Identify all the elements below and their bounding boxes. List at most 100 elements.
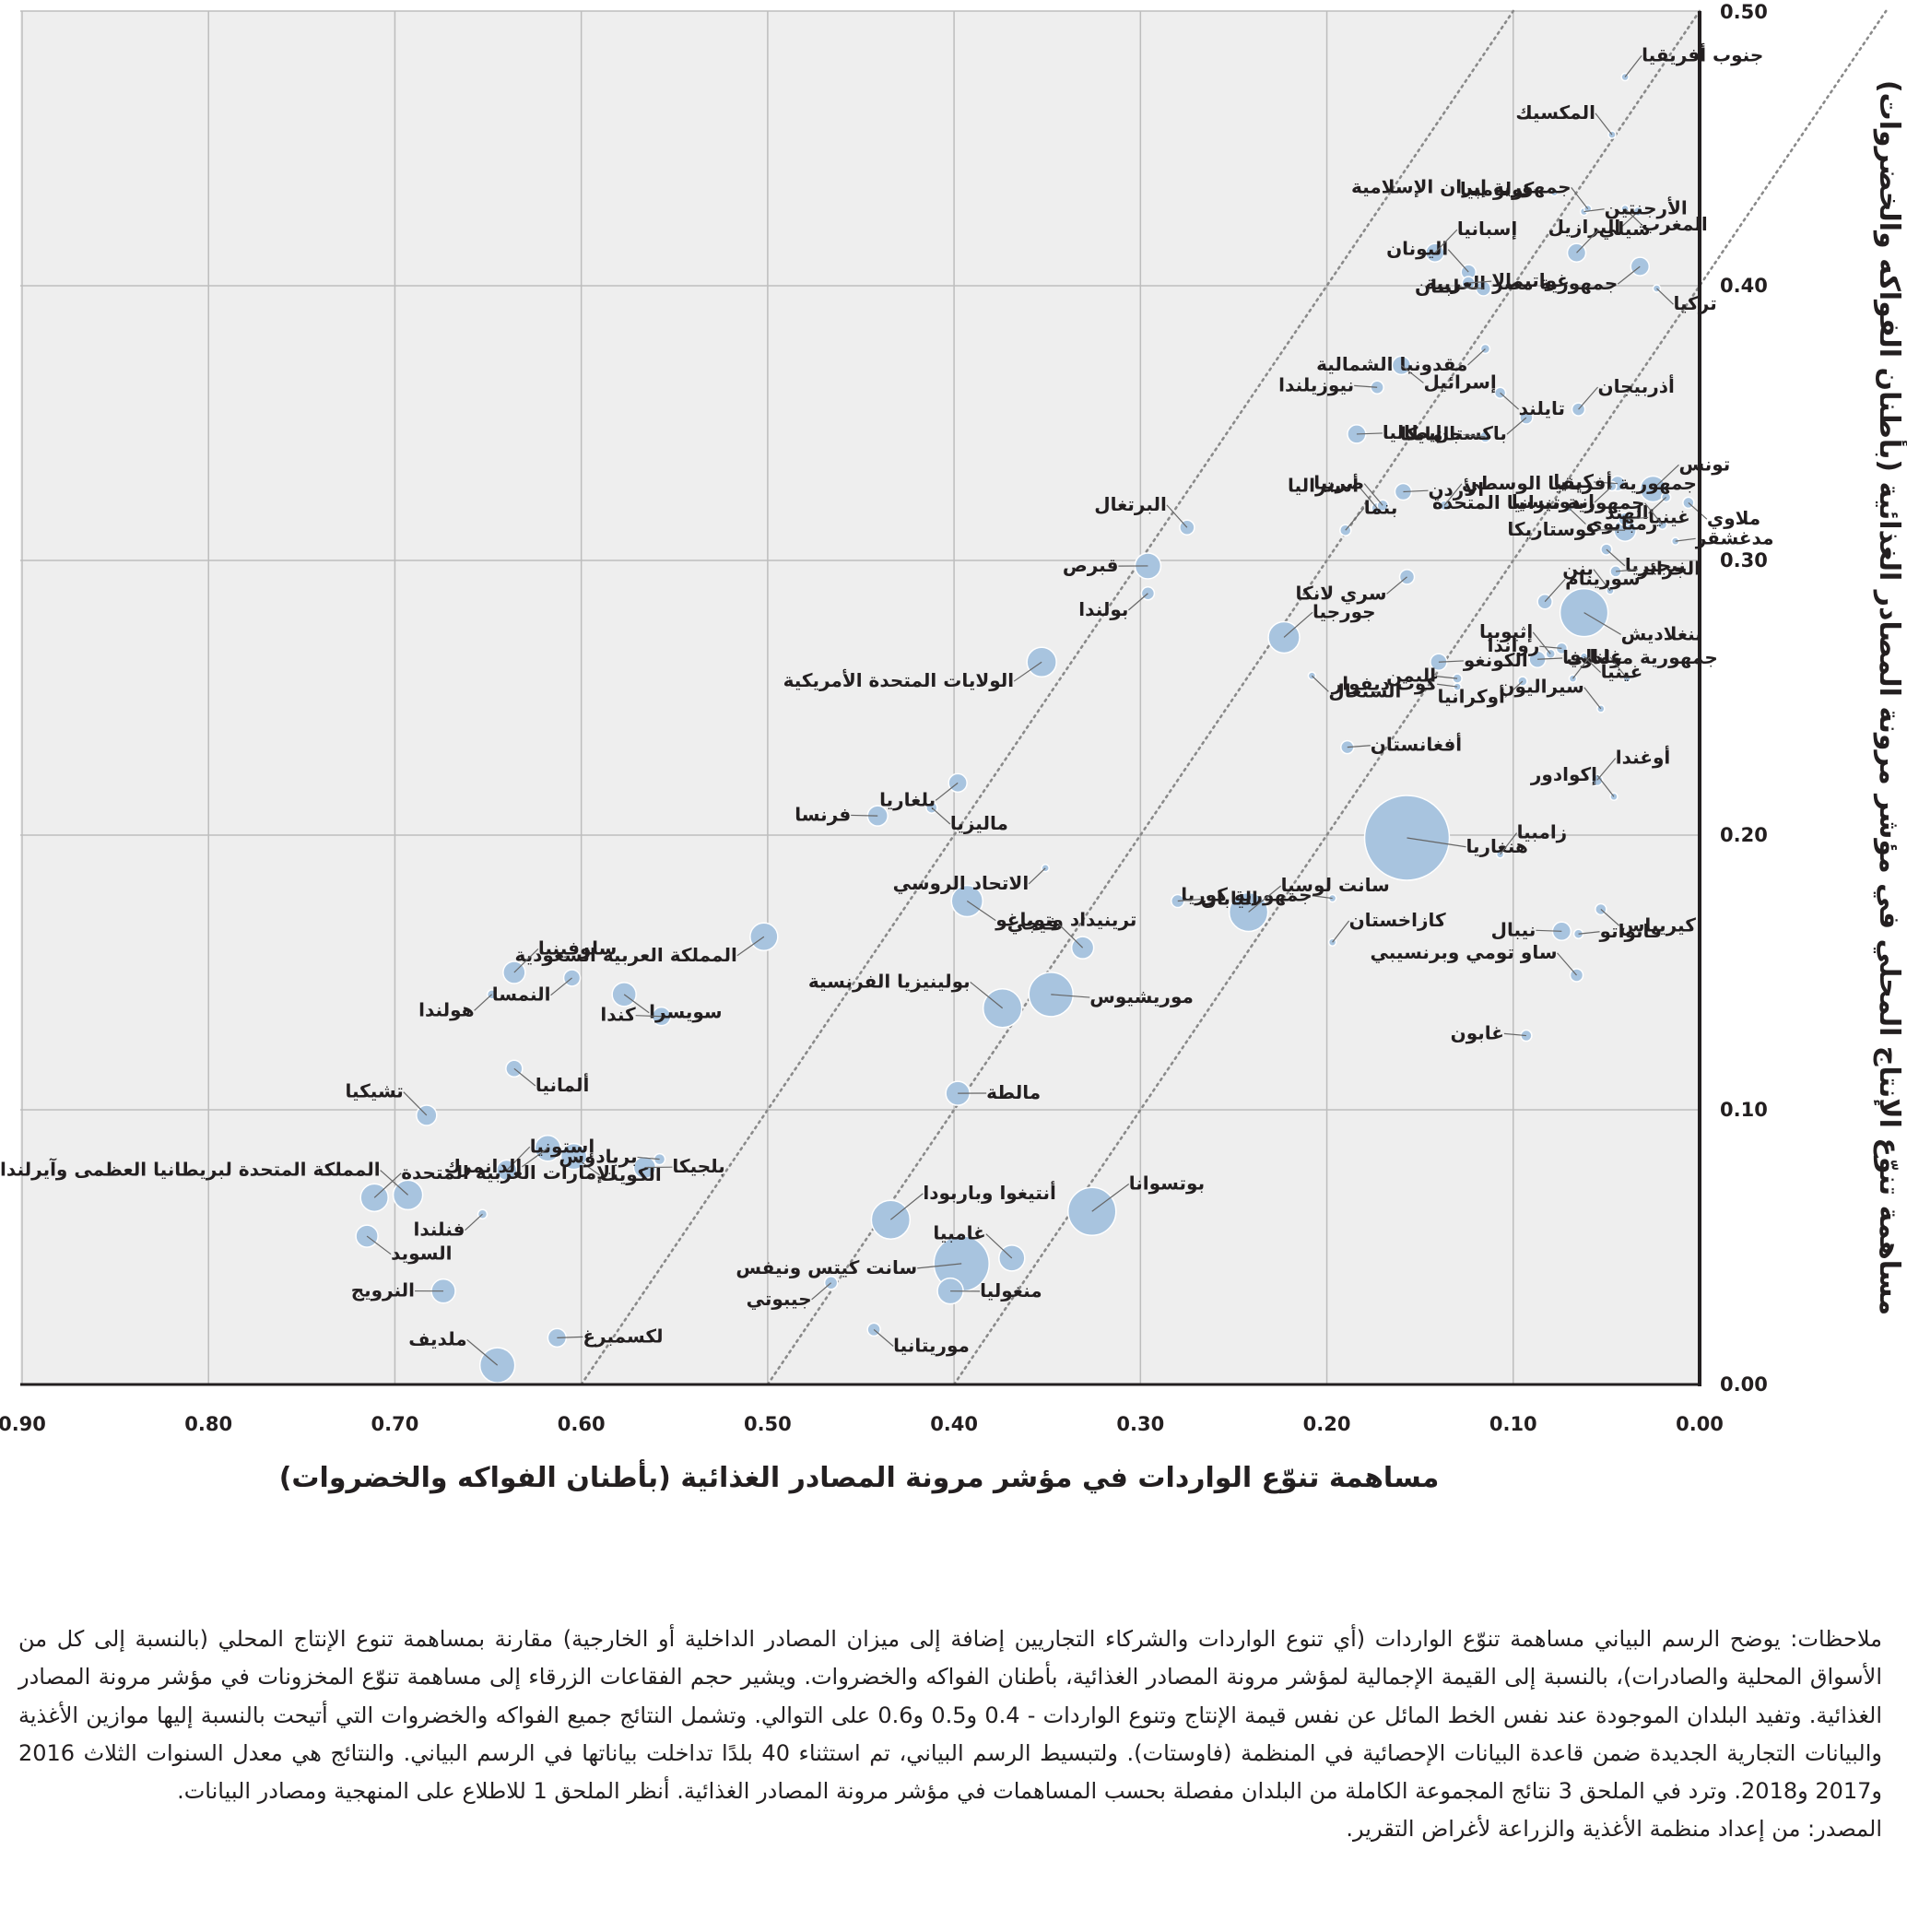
x-tick-label: 0.80 (184, 1413, 232, 1435)
country-label: الأردن (1428, 477, 1484, 501)
country-label: الأرجنتين (1605, 196, 1688, 219)
country-label: ملديف (408, 1327, 466, 1349)
country-label: موريتانيا (893, 1335, 970, 1357)
country-label: جمهورية مصر العربية (1425, 272, 1618, 294)
country-label: سلوفينيا (538, 937, 617, 959)
leader-line (1600, 909, 1620, 926)
leader-line (1354, 384, 1378, 388)
leader-line (1594, 486, 1613, 503)
country-label: كوستاريكا (1507, 518, 1597, 540)
leader-line (1569, 507, 1586, 525)
country-label: جمهورية إيران الإسلامية (1351, 175, 1572, 197)
country-label: البرازيل (1548, 216, 1621, 238)
country-label: إكوادور (1530, 763, 1597, 785)
country-label: بربادوس (559, 1145, 637, 1167)
country-label: الكويت (600, 1163, 662, 1185)
country-label: لبنان (1415, 275, 1459, 297)
leader-line (1283, 611, 1313, 638)
leader-line (985, 1233, 1013, 1259)
leader-line (1624, 54, 1642, 77)
reference-line (766, 9, 1701, 1386)
leader-line (1609, 656, 1628, 679)
country-label: غواتيمالا (1491, 269, 1570, 291)
leader-line (1578, 931, 1600, 935)
country-label: باكستان (1433, 422, 1507, 444)
leader-line (935, 782, 959, 801)
leader-line (1467, 348, 1486, 366)
leader-line (736, 936, 765, 957)
country-label: سورينام (1565, 567, 1641, 589)
leader-line (1536, 929, 1562, 932)
country-label: الولايات المتحدة الأمريكية (783, 668, 1015, 691)
country-label: جمهورية أفريقيا الوسطى (1462, 470, 1697, 494)
country-label: جمهورية كوريا (1181, 884, 1312, 906)
country-label: السنغال (1328, 679, 1401, 701)
leader-line (1311, 675, 1329, 692)
x-tick-label: 0.40 (930, 1413, 978, 1435)
leader-line (1583, 687, 1602, 710)
leader-line (966, 901, 996, 922)
country-label: نيجيريا (1625, 554, 1686, 576)
leader-line (513, 1067, 536, 1087)
y-tick-label: 0.40 (1720, 275, 1768, 297)
leader-line (851, 814, 878, 817)
leader-line (1583, 612, 1621, 635)
country-label: كازاخستان (1349, 909, 1446, 931)
country-label: تايلند (1519, 397, 1565, 419)
leader-line (1593, 569, 1611, 592)
leader-line (1051, 994, 1090, 998)
leader-line (1534, 189, 1555, 194)
country-label: قبرص (1063, 554, 1119, 576)
x-axis-title: مساهمة تنوّع الواردات في مؤشر مرونة المص… (279, 1459, 1440, 1494)
country-label: بلغاريا (879, 788, 936, 810)
leader-line (1571, 186, 1589, 209)
country-label: الاتحاد الروسي (893, 872, 1030, 895)
leader-line (1356, 432, 1383, 435)
leader-line (380, 1170, 408, 1196)
leader-line (1312, 895, 1333, 900)
leader-line (1504, 680, 1524, 699)
leader-line (1503, 1032, 1526, 1037)
y-tick-labels: 0.00 0.10 0.20 0.30 0.40 0.50 (1720, 1, 1768, 1396)
x-tick-label: 0.20 (1303, 1413, 1351, 1435)
y-tick-label: 0.20 (1720, 824, 1768, 846)
country-label: ماليزيا (950, 812, 1008, 834)
country-labels: المكسيك جنوب أفريقيا البرازيل المغرب كولومبي… (0, 41, 1774, 1366)
country-label: أوغندا (1616, 745, 1671, 769)
country-label: أذربيجان (1598, 373, 1675, 397)
country-label: غامبيا (933, 1222, 985, 1244)
y-tick-label: 0.30 (1720, 549, 1768, 571)
country-label: زمبابوي (1585, 512, 1657, 536)
notes-text: ملاحظات: يوضح الرسم البياني مساهمة تنوّع… (18, 1626, 1883, 1805)
leader-line (1688, 501, 1708, 520)
leader-line (1606, 548, 1626, 567)
country-label: أستراليا (1288, 473, 1359, 497)
leader-line (1619, 211, 1639, 229)
leader-line (1363, 483, 1383, 506)
x-tick-label: 0.00 (1676, 1413, 1724, 1435)
leader-line (1500, 832, 1518, 855)
country-label: بنما (1364, 496, 1398, 518)
leader-line (637, 1156, 660, 1160)
country-label: بولينيزيا الفرنسية (808, 970, 971, 992)
scatter-chart: المكسيك جنوب أفريقيا البرازيل المغرب كولومبي… (0, 1, 1907, 1494)
source-text: المصدر: من إعداد منظمة الأغذية والزراعة … (1346, 1816, 1882, 1843)
leader-line (550, 977, 572, 996)
country-label: المملكة العربية السعودية (514, 944, 736, 966)
country-label: فانواتو (1599, 920, 1663, 942)
leader-line (1615, 569, 1639, 572)
country-label: نيوزيلندا (1278, 373, 1354, 395)
leader-line (1596, 774, 1615, 797)
country-label: النرويج (351, 1279, 415, 1302)
leader-line (623, 994, 650, 1014)
leader-line (1532, 631, 1551, 654)
country-label: تركيا (1673, 292, 1716, 314)
leader-line (1624, 208, 1642, 226)
country-label: اليمن (1386, 665, 1436, 687)
country-label: المغرب (1642, 213, 1708, 235)
leader-line (1403, 489, 1429, 493)
country-label: هولندا (418, 998, 475, 1020)
leader-line (635, 1015, 662, 1018)
leader-line (1437, 683, 1458, 688)
country-label: هنغاريا (1466, 835, 1528, 857)
